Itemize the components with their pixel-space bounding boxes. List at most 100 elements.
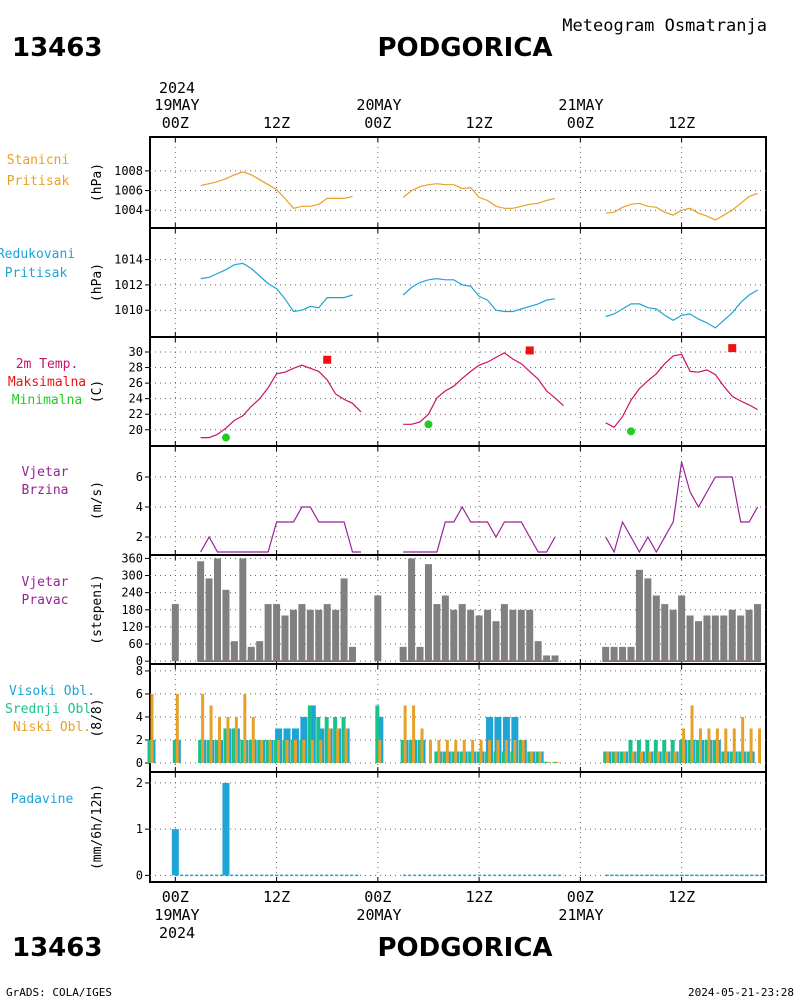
cloud-bar-srednji-obl- (206, 739, 211, 763)
wind-direction-bar (197, 561, 205, 662)
cloud-bar-srednji-obl- (501, 751, 506, 763)
cloud-bar-srednji-obl- (662, 739, 667, 763)
cloud-bar-niski-obl- (665, 751, 669, 763)
panel-label: Niski Obl. (13, 720, 91, 735)
time-tick-label-top: 12Z (466, 114, 493, 132)
wind-direction-bar (669, 609, 677, 662)
wind-direction-bar (281, 615, 289, 662)
cloud-bar-srednji-obl- (544, 761, 549, 763)
panel-precipitation: 0 1 2 (mm/6h/12h) Padavine (11, 771, 767, 883)
y-tick-label: 0 (136, 868, 143, 882)
panel-label: Vjetar (22, 465, 69, 480)
max-temp-marker (525, 346, 534, 355)
station-name-top: PODGORICA (377, 33, 552, 63)
cloud-bar-srednji-obl- (636, 739, 641, 763)
cloud-bar-niski-obl- (614, 751, 618, 763)
cloud-bar-srednji-obl- (215, 739, 220, 763)
wind-direction-bar (416, 646, 424, 662)
cloud-bar-niski-obl- (707, 728, 711, 763)
cloud-bar-niski-obl- (454, 739, 458, 763)
cloud-bar-srednji-obl- (695, 739, 700, 763)
cloud-bar-srednji-obl- (476, 751, 481, 763)
cloud-bar-srednji-obl- (409, 739, 414, 763)
max-temp-marker (323, 355, 332, 364)
cloud-bar-srednji-obl- (307, 705, 312, 763)
cloud-bar-niski-obl- (639, 751, 643, 763)
cloud-bar-srednji-obl- (611, 751, 616, 763)
wind-direction-bar (467, 609, 475, 662)
cloud-bar-niski-obl- (530, 751, 534, 763)
cloud-bar-srednji-obl- (274, 739, 279, 763)
cloud-bar-niski-obl- (479, 739, 483, 763)
series-line (200, 171, 353, 209)
panel-label: Srednji Obl. (5, 702, 99, 717)
time-tick-label-bottom: 12Z (668, 888, 695, 906)
wind-direction-bar (737, 615, 745, 662)
y-tick-label: 28 (129, 361, 143, 375)
y-axis-label: (stepeni) (90, 574, 105, 644)
wind-direction-bar (661, 604, 669, 662)
y-tick-label: 22 (129, 407, 143, 421)
time-tick-label-bottom: 12Z (263, 888, 290, 906)
station-name-bottom: PODGORICA (377, 933, 552, 963)
cloud-bar-srednji-obl- (510, 751, 515, 763)
y-tick-label: 1 (136, 822, 143, 836)
wind-direction-bar (264, 604, 272, 662)
axis-day-top-2: 20MAY (356, 96, 401, 114)
series-line (200, 506, 361, 553)
y-tick-label: 0 (136, 756, 143, 770)
cloud-bar-srednji-obl- (738, 751, 743, 763)
cloud-bar-srednji-obl- (257, 739, 262, 763)
wind-direction-bar (720, 615, 728, 662)
cloud-bar-niski-obl- (462, 739, 466, 763)
cloud-bar-srednji-obl- (628, 739, 633, 763)
cloud-bar-niski-obl- (251, 716, 255, 763)
cloud-bar-niski-obl- (741, 716, 745, 763)
panel-wind-direction: 0 60 120 180 240 300 360 (stepeni) Vjetar Pravac (22, 551, 767, 668)
cloud-bar-srednji-obl- (223, 728, 228, 763)
cloud-bar-srednji-obl- (375, 705, 380, 763)
axis-day-top-3: 21MAY (558, 96, 603, 114)
wind-direction-bar (239, 558, 247, 662)
cloud-bar-srednji-obl- (417, 739, 422, 763)
y-tick-label: 1006 (114, 184, 143, 198)
timestamp: 2024-05-21-23:28 (688, 986, 794, 999)
panel-cloud-cover: 0 2 4 6 8 (8/8)Visoki Obl. Srednji Obl. Niski O… (5, 663, 767, 773)
axis-day-top-1: 19MAY (154, 96, 199, 114)
wind-direction-bar (315, 609, 323, 662)
y-axis-label: (hPa) (90, 263, 105, 302)
wind-direction-bar (500, 604, 508, 662)
cloud-bar-niski-obl- (513, 739, 517, 763)
wind-direction-bar (627, 646, 635, 662)
panel-label: Pravac (22, 593, 69, 608)
y-tick-label: 2 (136, 530, 143, 544)
wind-direction-bar (408, 558, 416, 662)
cloud-bar-srednji-obl- (333, 716, 338, 763)
cloud-bar-srednji-obl- (282, 739, 287, 763)
wind-direction-bar (441, 595, 449, 662)
panel-label: Maksimalna (8, 375, 86, 390)
cloud-bar-srednji-obl- (535, 751, 540, 763)
axis-day-bottom-2: 20MAY (356, 906, 401, 924)
station-id-bottom: 13463 (12, 933, 102, 963)
cloud-bar-niski-obl- (504, 739, 508, 763)
cloud-bar-srednji-obl- (316, 716, 321, 763)
series-line (605, 461, 759, 554)
cloud-bar-niski-obl- (715, 728, 719, 763)
panel-label: Brzina (22, 483, 69, 498)
panel-frame (149, 771, 767, 883)
wind-direction-bar (289, 609, 297, 662)
wind-direction-bar (635, 569, 643, 662)
y-tick-label: 20 (129, 423, 143, 437)
cloud-bar-niski-obl- (673, 751, 677, 763)
cloud-bar-srednji-obl- (231, 728, 236, 763)
cloud-bar-srednji-obl- (527, 751, 532, 763)
cloud-bar-niski-obl- (496, 739, 500, 763)
cloud-bar-srednji-obl- (324, 716, 329, 763)
cloud-bar-niski-obl- (437, 739, 441, 763)
cloud-bar-niski-obl- (732, 728, 736, 763)
time-tick-label-bottom: 00Z (162, 888, 189, 906)
cloud-bar-niski-obl- (698, 728, 702, 763)
precipitation-bar (222, 782, 230, 876)
y-tick-label: 4 (136, 500, 143, 514)
